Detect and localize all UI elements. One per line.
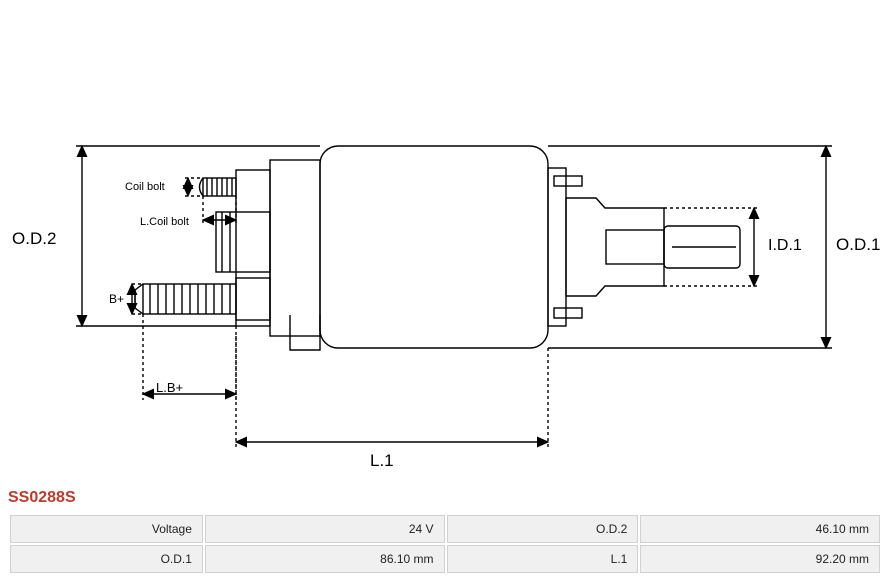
part-number: SS0288S	[0, 485, 889, 513]
spec-label: L.1	[447, 545, 639, 573]
label-lbplus: L.B+	[156, 380, 183, 395]
label-lcoilbolt: L.Coil bolt	[140, 216, 189, 228]
label-od2: O.D.2	[12, 229, 56, 248]
dim-l1	[236, 336, 548, 448]
spec-value: 86.10 mm	[205, 545, 445, 573]
diagram-svg: O.D.2 O.D.1 I.D.1 L.1 L.B+ B+ Coil bolt …	[0, 0, 889, 485]
spec-label: Voltage	[10, 515, 203, 543]
label-l1: L.1	[370, 451, 394, 470]
label-od1: O.D.1	[836, 235, 880, 254]
label-id1: I.D.1	[768, 237, 802, 254]
technical-diagram: O.D.2 O.D.1 I.D.1 L.1 L.B+ B+ Coil bolt …	[0, 0, 889, 485]
spec-value: 92.20 mm	[640, 545, 880, 573]
spec-label: O.D.1	[10, 545, 203, 573]
specs-table: Voltage 24 V O.D.2 46.10 mm O.D.1 86.10 …	[8, 513, 882, 575]
spec-value: 24 V	[205, 515, 445, 543]
label-bplus: B+	[109, 292, 124, 306]
table-row: Voltage 24 V O.D.2 46.10 mm	[10, 515, 880, 543]
coil-bolt-drawing	[200, 178, 237, 196]
table-row: O.D.1 86.10 mm L.1 92.20 mm	[10, 545, 880, 573]
label-coilbolt: Coil bolt	[125, 181, 165, 193]
spec-label: O.D.2	[447, 515, 639, 543]
dim-lcoilbolt	[203, 196, 236, 224]
dim-coilbolt	[185, 178, 203, 196]
b-plus-drawing	[135, 278, 270, 320]
spec-value: 46.10 mm	[640, 515, 880, 543]
